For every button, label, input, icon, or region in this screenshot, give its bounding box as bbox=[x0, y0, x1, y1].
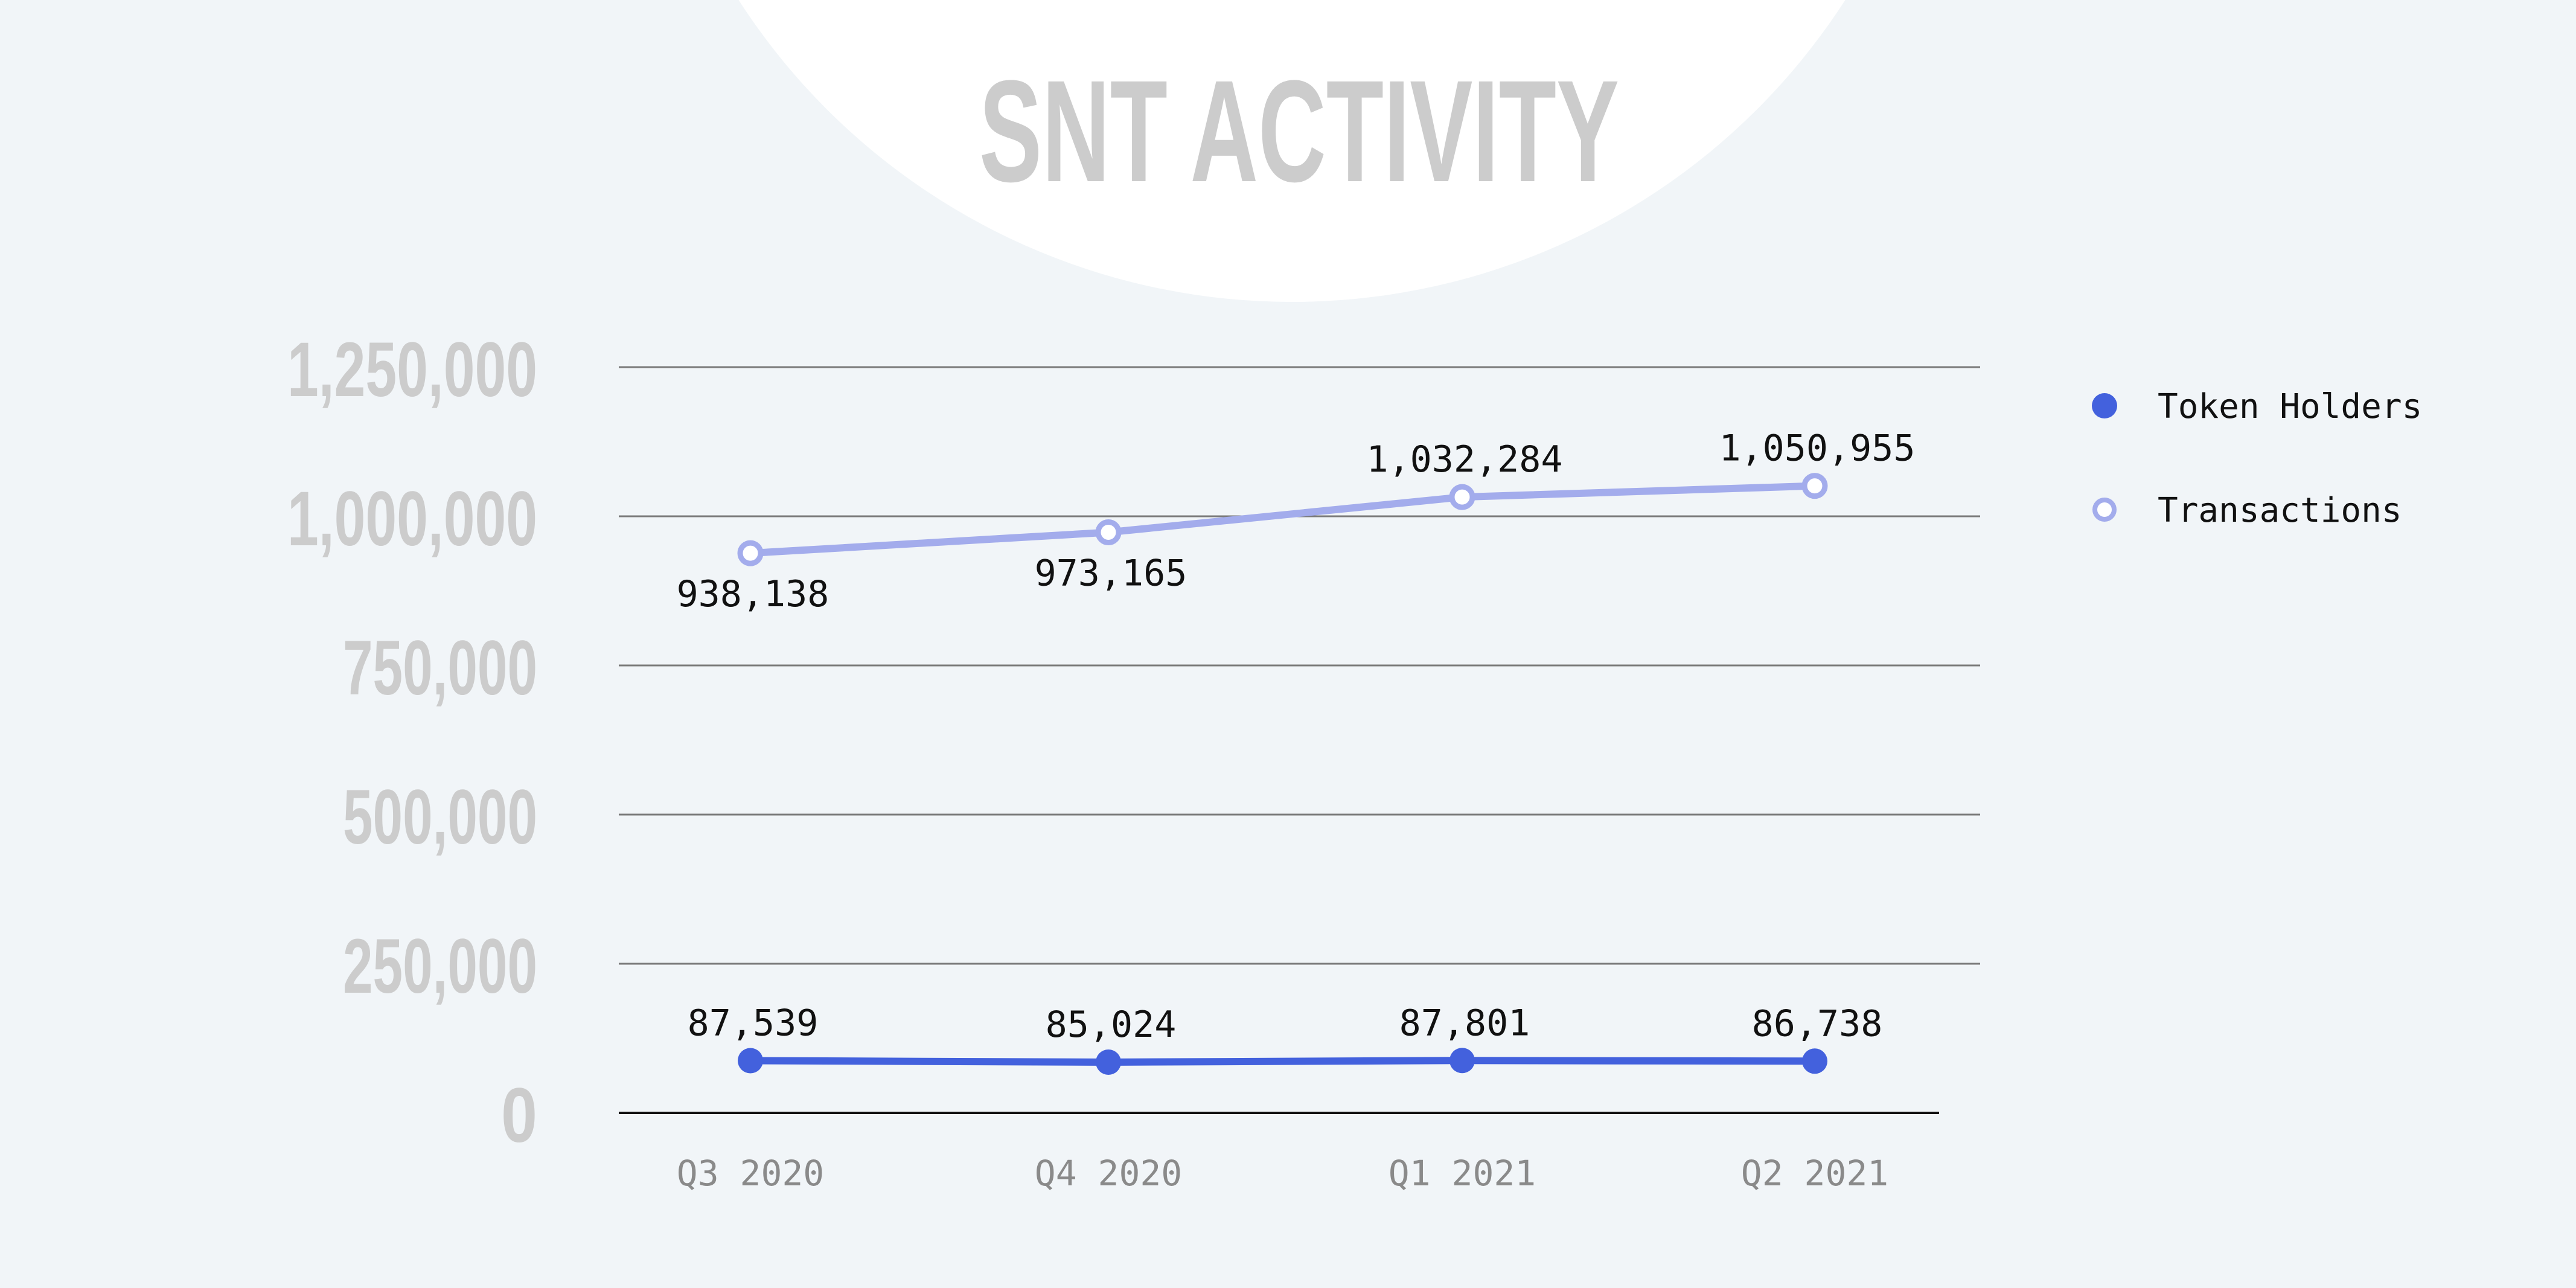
series-layer: 87,539 85,024 87,801 86,738 938,138 973,165 1,… bbox=[677, 428, 1916, 1075]
series-line bbox=[747, 1057, 1818, 1066]
x-tick-label: Q4 2020 bbox=[1035, 1153, 1182, 1194]
data-point bbox=[1449, 1048, 1475, 1074]
y-axis-tick-labels: 0 250,000 500,000 750,000 1,000,000 1,250,000 bbox=[287, 327, 537, 1159]
data-label: 1,032,284 bbox=[1366, 438, 1562, 481]
y-tick-label: 250,000 bbox=[343, 923, 537, 1010]
data-point bbox=[1096, 1049, 1121, 1075]
x-tick-label: Q1 2021 bbox=[1389, 1153, 1536, 1194]
data-point bbox=[1449, 484, 1475, 510]
data-point bbox=[1802, 1048, 1827, 1074]
data-point bbox=[737, 540, 764, 566]
legend: Token Holders Transactions bbox=[2092, 387, 2422, 530]
data-label: 86,738 bbox=[1752, 1002, 1883, 1045]
data-point bbox=[1801, 473, 1828, 499]
legend-item: Token Holders bbox=[2092, 387, 2422, 426]
data-point bbox=[1095, 519, 1122, 546]
y-tick-label: 750,000 bbox=[343, 625, 537, 711]
legend-marker bbox=[2092, 498, 2117, 522]
legend-item: Transactions bbox=[2092, 491, 2402, 530]
gridlines bbox=[619, 366, 1980, 1114]
data-label: 87,801 bbox=[1399, 1002, 1530, 1044]
series-transactions: 938,138 973,165 1,032,284 1,050,955 bbox=[677, 428, 1916, 615]
y-tick-label: 0 bbox=[501, 1072, 537, 1159]
data-label: 1,050,955 bbox=[1719, 428, 1915, 470]
data-point bbox=[738, 1048, 763, 1074]
data-label: 87,539 bbox=[688, 1002, 819, 1045]
data-label: 938,138 bbox=[677, 573, 829, 615]
title-backdrop-circle bbox=[738, 0, 1846, 302]
y-tick-label: 1,250,000 bbox=[287, 327, 537, 413]
y-tick-label: 1,000,000 bbox=[287, 476, 537, 562]
x-tick-label: Q3 2020 bbox=[677, 1153, 824, 1194]
chart-title: SNT ACTIVITY bbox=[979, 50, 1619, 212]
legend-label: Transactions bbox=[2158, 491, 2402, 530]
data-label: 85,024 bbox=[1046, 1004, 1177, 1046]
x-axis-tick-labels: Q3 2020 Q4 2020 Q1 2021 Q2 2021 bbox=[677, 1153, 1888, 1194]
data-label: 973,165 bbox=[1035, 553, 1187, 595]
series-token-holders: 87,539 85,024 87,801 86,738 bbox=[688, 1002, 1883, 1075]
legend-marker bbox=[2092, 393, 2117, 418]
series-line bbox=[747, 482, 1818, 557]
legend-label: Token Holders bbox=[2158, 387, 2422, 426]
y-tick-label: 500,000 bbox=[343, 774, 537, 860]
x-tick-label: Q2 2021 bbox=[1741, 1153, 1888, 1194]
